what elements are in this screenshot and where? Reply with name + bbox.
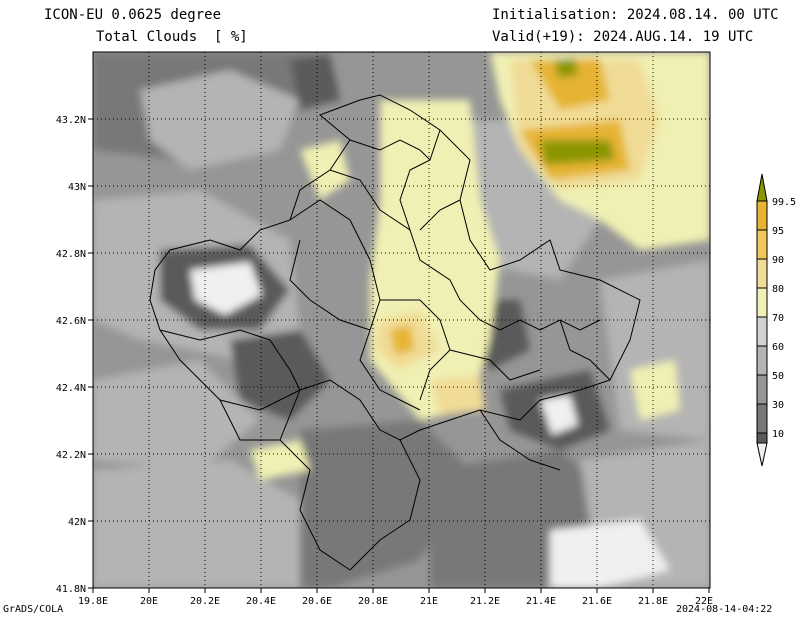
graticule — [93, 52, 710, 588]
colorbar-bottom-arrow — [756, 442, 768, 467]
colorbar-label: 99.5 — [772, 197, 796, 208]
lon-label: 21.4E — [526, 596, 556, 607]
colorbar-top-arrow — [756, 173, 768, 202]
lon-label: 21.8E — [638, 596, 668, 607]
colorbar-segment — [756, 229, 768, 260]
lat-label: 42.4N — [56, 383, 86, 394]
lon-label: 21.6E — [582, 596, 612, 607]
colorbar-segment — [756, 374, 768, 405]
colorbar-segment — [756, 258, 768, 289]
model-title: ICON-EU 0.0625 degree — [44, 7, 222, 23]
lon-label: 20E — [140, 596, 158, 607]
lon-label: 20.8E — [358, 596, 388, 607]
colorbar — [756, 173, 768, 467]
colorbar-label: 10 — [772, 429, 784, 440]
cloud-field — [93, 52, 710, 588]
lon-label: 21E — [420, 596, 438, 607]
colorbar-label: 80 — [772, 284, 784, 295]
lat-label: 42.6N — [56, 316, 86, 327]
axis-ticks — [88, 118, 710, 593]
boundary-lines — [149, 94, 641, 571]
colorbar-segment — [756, 316, 768, 347]
colorbar-label: 60 — [772, 342, 784, 353]
lat-label: 41.8N — [56, 584, 86, 595]
lat-label: 42.8N — [56, 249, 86, 260]
footer-credit: GrADS/COLA — [3, 604, 64, 615]
init-time: Initialisation: 2024.08.14. 00 UTC — [492, 7, 779, 23]
lat-label: 42.2N — [56, 450, 86, 461]
variable-title: Total Clouds [ %] — [96, 29, 248, 45]
lon-label: 21.2E — [470, 596, 500, 607]
colorbar-segment — [756, 345, 768, 376]
colorbar-label: 90 — [772, 255, 784, 266]
lon-label: 20.4E — [246, 596, 276, 607]
colorbar-segment — [756, 200, 768, 231]
lat-label: 43N — [68, 182, 86, 193]
lat-labels: 43.2N 43N 42.8N 42.6N 42.4N 42.2N 42N 41… — [56, 115, 86, 595]
lat-label: 42N — [68, 517, 86, 528]
lon-label: 22E — [695, 596, 713, 607]
lon-label: 20.6E — [302, 596, 332, 607]
colorbar-segment — [756, 403, 768, 434]
lon-label: 20.2E — [190, 596, 220, 607]
colorbar-label: 50 — [772, 371, 784, 382]
colorbar-labels: 99.5 95 90 80 70 60 50 30 10 — [772, 197, 796, 440]
colorbar-segment — [756, 287, 768, 318]
lon-labels: 19.8E 20E 20.2E 20.4E 20.6E 20.8E 21E 21… — [78, 596, 713, 607]
footer-timestamp: 2024-08-14-04:22 — [676, 604, 773, 615]
valid-time: Valid(+19): 2024.AUG.14. 19 UTC — [492, 29, 754, 45]
colorbar-label: 95 — [772, 226, 784, 237]
colorbar-label: 70 — [772, 313, 784, 324]
lat-label: 43.2N — [56, 115, 86, 126]
lon-label: 19.8E — [78, 596, 108, 607]
colorbar-label: 30 — [772, 400, 784, 411]
colorbar-segment — [756, 432, 768, 444]
